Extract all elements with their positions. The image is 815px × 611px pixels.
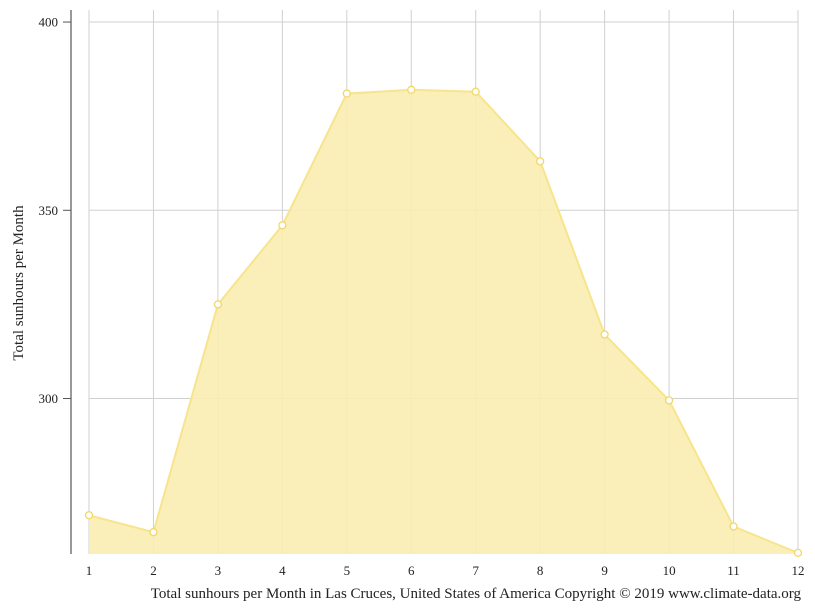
x-tick-label-9: 9: [601, 563, 608, 578]
x-tick-label-7: 7: [472, 563, 479, 578]
x-tick-label-8: 8: [537, 563, 544, 578]
y-tick-label-350: 350: [39, 203, 59, 218]
data-point-12[interactable]: [793, 548, 803, 558]
y-tick-label-400: 400: [39, 15, 59, 30]
data-point-10[interactable]: [664, 396, 674, 405]
data-point-2[interactable]: [149, 528, 158, 537]
data-point-8[interactable]: [536, 157, 545, 166]
x-tick-label-10: 10: [663, 563, 676, 578]
x-tick-label-2: 2: [150, 563, 157, 578]
data-point-9[interactable]: [600, 330, 609, 339]
axes: [63, 10, 72, 554]
data-point-4[interactable]: [278, 221, 287, 230]
x-tick-label-11: 11: [727, 563, 740, 578]
data-point-3[interactable]: [213, 300, 223, 309]
data-point-6[interactable]: [407, 85, 416, 94]
data-point-7[interactable]: [471, 87, 480, 96]
area-fill: [89, 89, 798, 554]
data-points: [84, 85, 803, 558]
x-tick-label-5: 5: [344, 563, 351, 578]
y-axis-title: Total sunhours per Month: [11, 205, 27, 361]
chart-caption: Total sunhours per Month in Las Cruces, …: [151, 586, 802, 602]
x-tick-label-4: 4: [279, 563, 286, 578]
area-layer: [88, 88, 799, 554]
data-point-5[interactable]: [342, 89, 351, 98]
data-point-11[interactable]: [729, 522, 738, 531]
series-line: [88, 88, 799, 554]
x-tick-label-6: 6: [408, 563, 415, 578]
x-tick-label-1: 1: [86, 563, 93, 578]
x-tick-label-12: 12: [792, 563, 805, 578]
y-tick-label-300: 300: [39, 391, 59, 406]
data-point-1[interactable]: [84, 511, 94, 520]
x-tick-label-3: 3: [215, 563, 222, 578]
